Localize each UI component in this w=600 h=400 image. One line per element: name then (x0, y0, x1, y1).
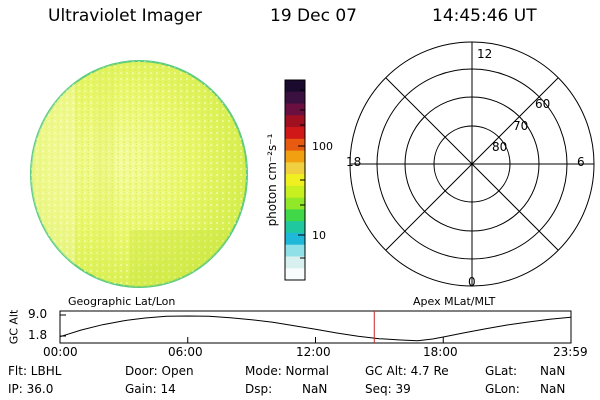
timeline-xtick-label: 12:00 (296, 345, 331, 359)
glon-info-value: NaN (540, 382, 566, 396)
time-label: 14:45:46 UT (432, 6, 537, 26)
mlt-label-18: 18 (346, 155, 362, 169)
ip-info: IP: 36.0 (8, 382, 54, 396)
colorbar-tick-label-10: 10 (312, 229, 326, 242)
glat-info-value: NaN (540, 364, 566, 378)
timeline-plot (59, 310, 572, 344)
colorbar-segment (285, 150, 305, 163)
colorbar-segment (285, 232, 305, 246)
timeline-xticks (59, 337, 572, 343)
gc-alt-info: GC Alt: 4.7 Re (365, 364, 449, 378)
door-info: Door: Open (125, 364, 194, 378)
mode-info: Mode: Normal (245, 364, 329, 378)
colorbar-segment (285, 244, 305, 257)
lat-label-70: 70 (513, 119, 529, 133)
seq-info: Seq: 39 (365, 382, 411, 396)
timeline-right-label: Apex MLat/MLT (413, 295, 496, 308)
colorbar-tick-label-100: 100 (312, 140, 333, 153)
colorbar-segment (285, 80, 305, 93)
lat-label-80: 80 (492, 140, 508, 154)
glon-info-label: GLon: (485, 382, 520, 396)
colorbar-segment (285, 138, 305, 152)
timeline-ytick-label-1: 1.8 (28, 328, 48, 342)
timeline-y-axis-label: GC Alt (7, 309, 21, 345)
polar-plot (349, 41, 595, 287)
colorbar-segment (285, 256, 305, 269)
timeline-xtick-label: 00:00 (43, 345, 78, 359)
gc-altitude-curve (59, 315, 571, 342)
timeline-xtick-label: 06:00 (168, 345, 203, 359)
mlt-label-0: 0 (468, 275, 476, 289)
timeline-left-label: Geographic Lat/Lon (68, 295, 176, 308)
dsp-info-value: NaN (302, 382, 328, 396)
timeline-ytick-label-9: 9.0 (28, 307, 48, 321)
gain-info: Gain: 14 (125, 382, 176, 396)
colorbar-segment (285, 103, 305, 116)
polar-meridian-diagonal (385, 77, 559, 251)
colorbar-segment (285, 185, 305, 199)
colorbar-segment (285, 197, 305, 210)
timeline-xtick-label: 23:59 (553, 345, 588, 359)
colorbar-segment (285, 127, 305, 140)
lat-label-60: 60 (535, 97, 551, 111)
dsp-info-label: Dsp: (245, 382, 273, 396)
colorbar-segment (285, 174, 305, 187)
colorbar-segment (285, 221, 305, 234)
timeline-xtick-label: 18:00 (423, 345, 458, 359)
colorbar-segment (285, 115, 305, 128)
filter-info: Flt: LBHL (8, 364, 62, 378)
uv-image-disc (30, 60, 248, 288)
colorbar-segment (285, 162, 305, 175)
colorbar-segment (285, 91, 305, 105)
colorbar-segment (285, 209, 305, 222)
mlt-label-6: 6 (577, 155, 585, 169)
colorbar-unit-label: photon cm⁻²s⁻¹ (265, 133, 279, 227)
colorbar-segment (285, 268, 305, 281)
color-scale-bar (285, 80, 305, 281)
mlt-label-12: 12 (477, 47, 493, 61)
date-label: 19 Dec 07 (270, 6, 357, 26)
instrument-title: Ultraviolet Imager (48, 6, 202, 26)
glat-info-label: GLat: (485, 364, 518, 378)
